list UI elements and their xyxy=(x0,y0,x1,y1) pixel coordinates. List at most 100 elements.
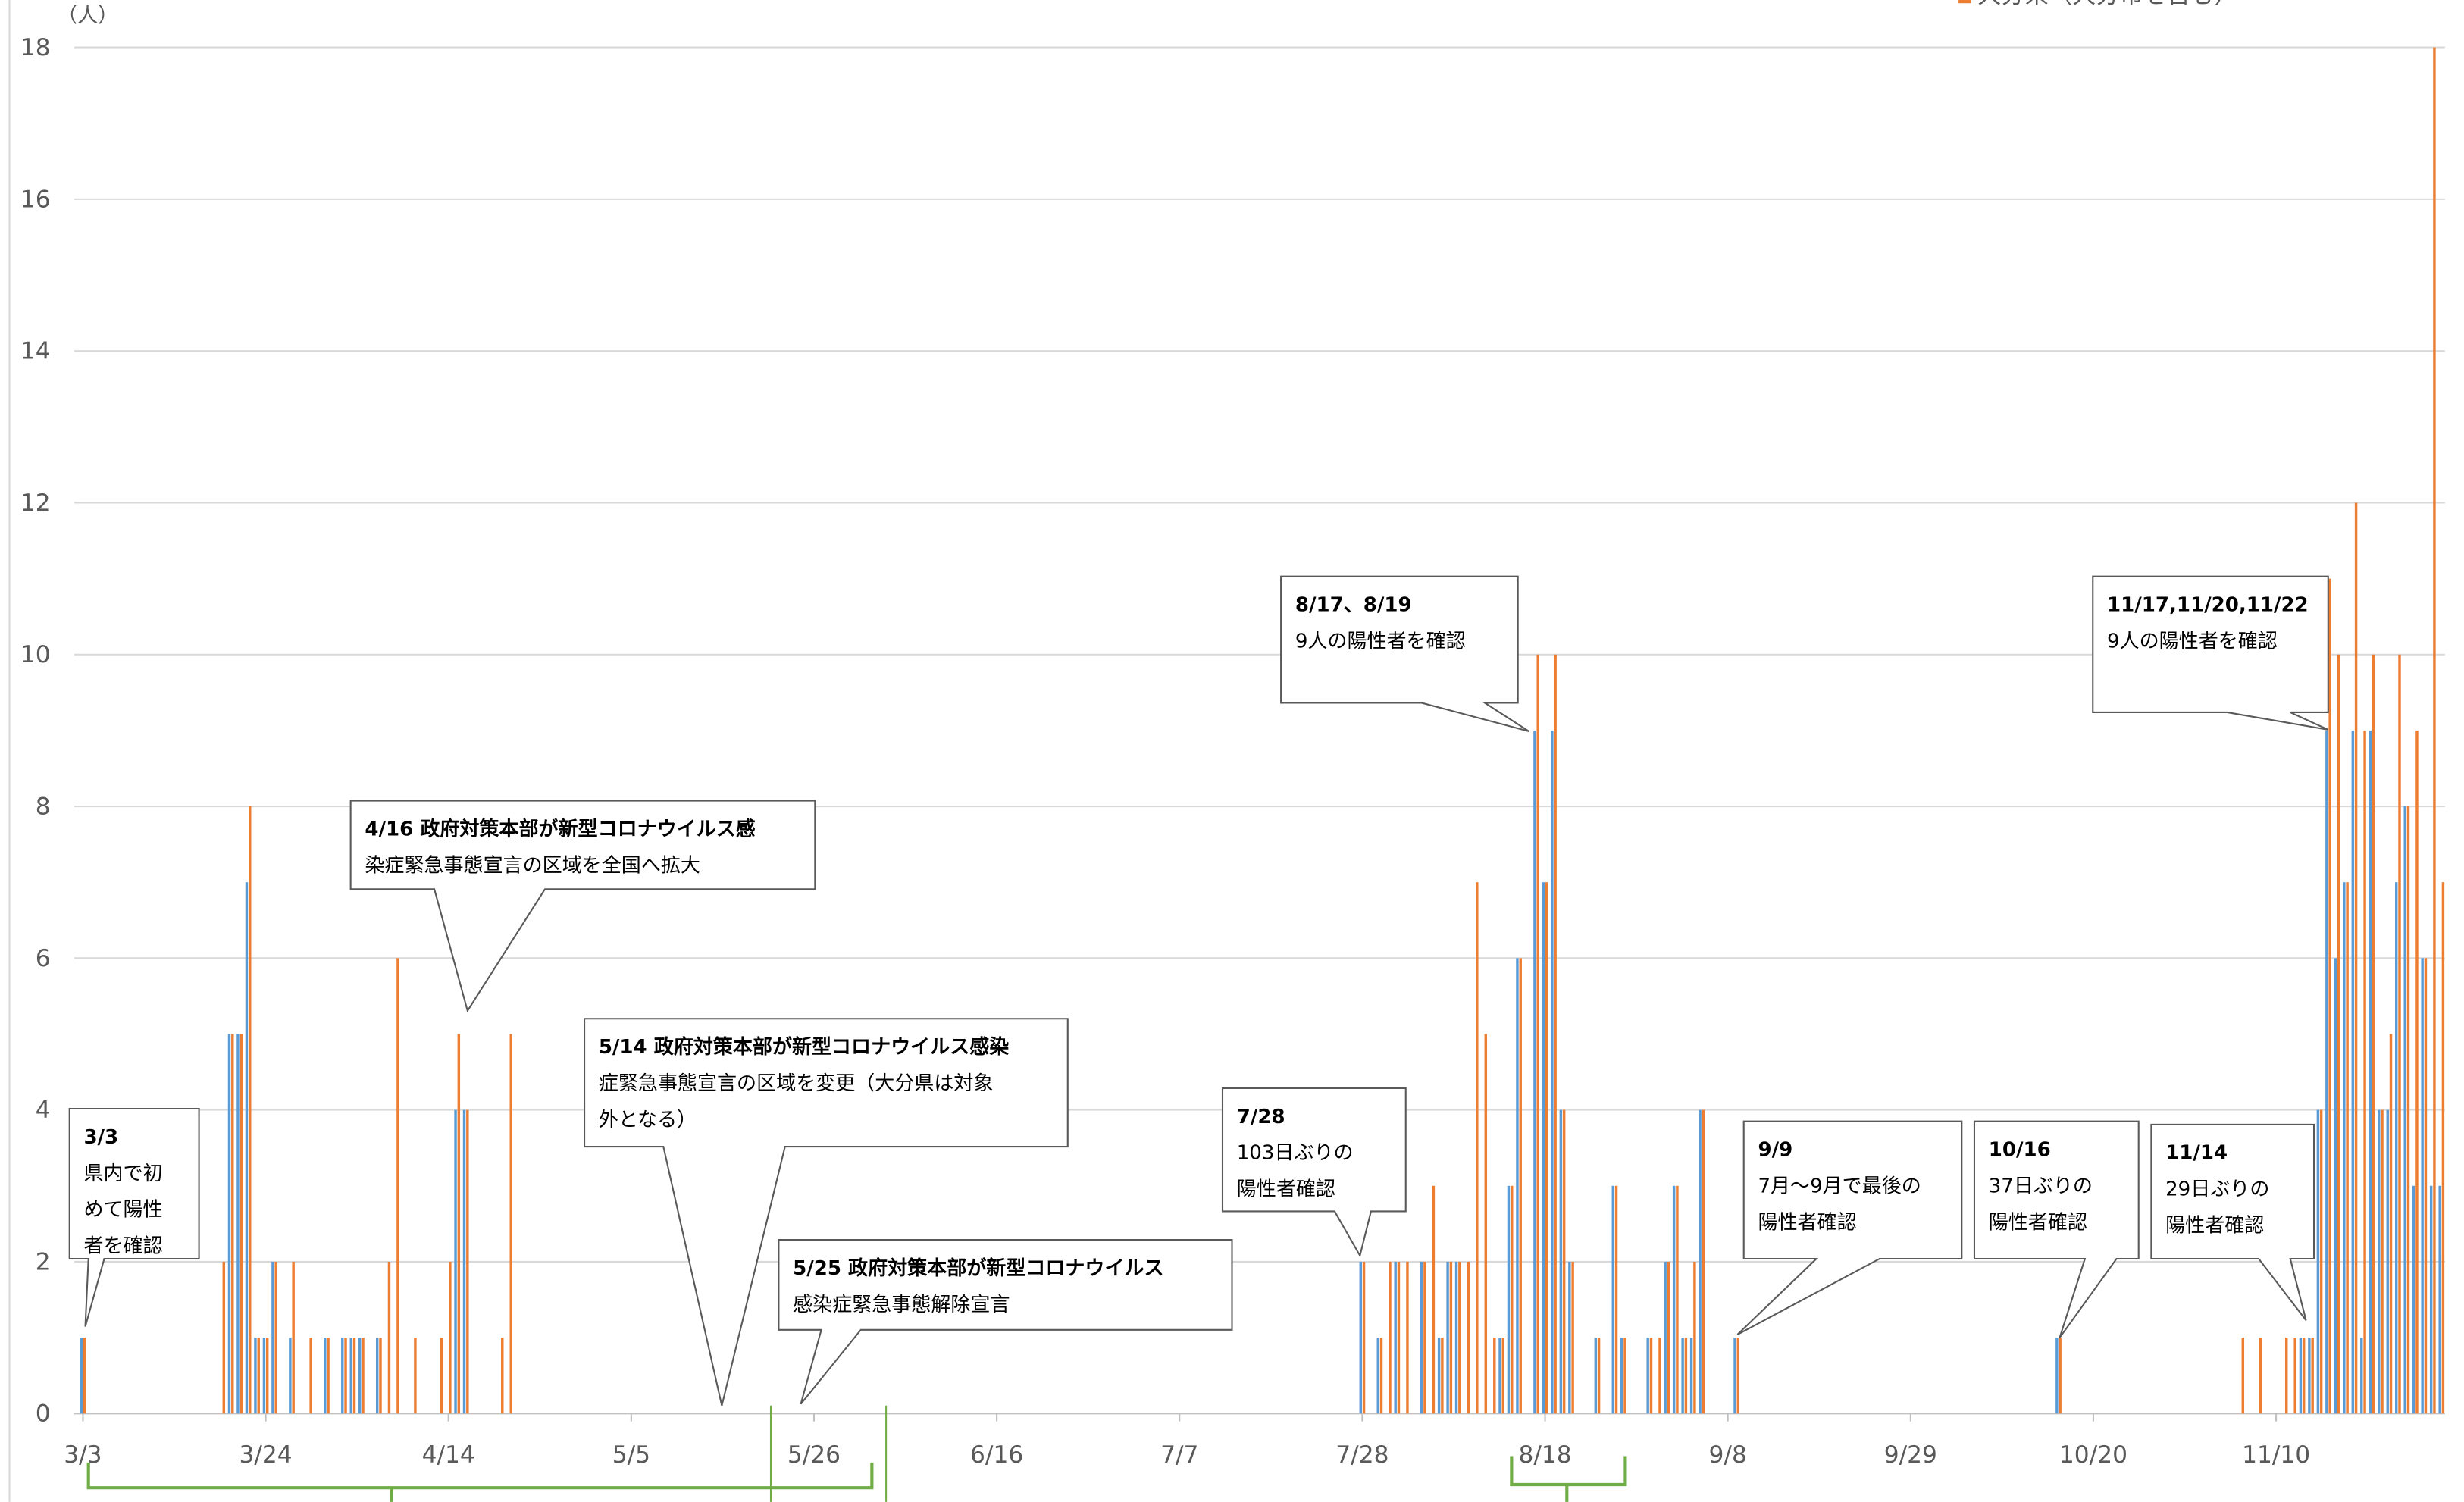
callout xyxy=(1221,1087,1407,1258)
y-tick-label: 6 xyxy=(36,945,51,972)
bar xyxy=(1733,1338,1736,1414)
x-tick-label: 5/5 xyxy=(612,1441,650,1469)
bar xyxy=(2259,1338,2262,1414)
period-brackets xyxy=(86,1405,1627,1502)
bar xyxy=(440,1338,443,1414)
bar xyxy=(236,1034,240,1414)
annotation-text: 5/14 政府対策本部が新型コロナウイルス感染 xyxy=(599,1035,1009,1059)
bar xyxy=(2421,958,2424,1414)
bar xyxy=(1571,1261,1574,1414)
bar xyxy=(1684,1338,1688,1414)
bar xyxy=(1394,1261,1397,1414)
annotation-text: 陽性者確認 xyxy=(1989,1211,2087,1234)
annotation-text: 県内で初 xyxy=(83,1162,162,1185)
bar xyxy=(1594,1338,1598,1414)
y-tick-label: 0 xyxy=(36,1400,51,1428)
bar xyxy=(501,1338,504,1414)
x-tick-label: 3/24 xyxy=(239,1441,292,1469)
bar xyxy=(1423,1261,1426,1414)
bar xyxy=(1681,1338,1684,1414)
annotation-text: 9人の陽性者を確認 xyxy=(1295,630,1466,652)
bar xyxy=(1542,882,1545,1414)
bar xyxy=(1623,1338,1626,1414)
bar xyxy=(2369,730,2372,1414)
bar xyxy=(80,1338,83,1414)
annotation-text: 10/16 xyxy=(1989,1139,2051,1162)
bar xyxy=(271,1261,274,1414)
annotation-text: 陽性者確認 xyxy=(1758,1211,1856,1234)
bar xyxy=(457,1034,461,1414)
bar xyxy=(341,1338,344,1414)
bar xyxy=(375,1338,379,1414)
annotation-text: 陽性者確認 xyxy=(1237,1178,1335,1201)
annotation-text: 7/28 xyxy=(1237,1106,1285,1128)
bar xyxy=(2381,1109,2384,1414)
callout xyxy=(2150,1123,2315,1321)
bar xyxy=(2059,1338,2062,1414)
bar xyxy=(1359,1261,1362,1414)
annotation-text: 11/17,11/20,11/22 xyxy=(2107,594,2309,617)
y-tick-label: 14 xyxy=(20,338,51,365)
bar xyxy=(309,1338,312,1414)
bar xyxy=(1389,1261,1392,1414)
bar xyxy=(2241,1338,2245,1414)
bar xyxy=(1664,1261,1667,1414)
x-tick-label: 8/18 xyxy=(1518,1441,1571,1469)
bar xyxy=(327,1338,330,1414)
callout xyxy=(1973,1120,2140,1338)
bar xyxy=(2346,882,2349,1414)
annotation-text: 3/3 xyxy=(83,1126,118,1149)
bar xyxy=(1545,882,1548,1414)
bar xyxy=(83,1338,86,1414)
bar xyxy=(349,1338,352,1414)
bar xyxy=(1597,1338,1601,1414)
y-tick-label: 8 xyxy=(36,793,51,820)
annotation-text: 症緊急事態宣言の区域を変更（大分県は対象 xyxy=(599,1072,994,1095)
bar xyxy=(2429,1185,2433,1414)
bar xyxy=(2389,1034,2393,1414)
bar xyxy=(1516,958,1519,1414)
y-tick-label: 12 xyxy=(20,490,51,517)
bar xyxy=(292,1261,295,1414)
bar xyxy=(1376,1338,1379,1414)
bar xyxy=(1568,1261,1571,1414)
bar xyxy=(1689,1338,1693,1414)
bar xyxy=(466,1109,469,1414)
legend-label: 大分県（大分市を含む） xyxy=(1977,0,2238,9)
bar xyxy=(227,1034,231,1414)
plot xyxy=(74,46,2445,1422)
bar xyxy=(262,1338,266,1414)
y-unit: （人） xyxy=(57,4,118,27)
annotation-text: 103日ぶりの xyxy=(1237,1142,1354,1165)
bracket xyxy=(86,1462,874,1502)
bar xyxy=(1420,1261,1423,1414)
bar xyxy=(1362,1261,1366,1414)
bar xyxy=(2284,1338,2288,1414)
bar xyxy=(222,1261,226,1414)
bar xyxy=(1676,1185,1679,1414)
bar xyxy=(1501,1338,1504,1414)
annotation-text: 7月～9月で最後の xyxy=(1758,1175,1921,1197)
annotation-text: 9人の陽性者を確認 xyxy=(2107,630,2278,652)
bar xyxy=(1693,1261,1696,1414)
bar xyxy=(2351,730,2355,1414)
bar xyxy=(1476,882,1479,1414)
callout xyxy=(1736,1120,1963,1335)
bar xyxy=(1432,1185,1436,1414)
bar xyxy=(2337,654,2340,1414)
bar xyxy=(1620,1338,1623,1414)
y-tick-label: 2 xyxy=(36,1248,51,1275)
callout xyxy=(778,1238,1233,1405)
callout xyxy=(584,1018,1069,1407)
bar xyxy=(2325,730,2328,1414)
x-tick-label: 9/29 xyxy=(1884,1441,1937,1469)
bar xyxy=(414,1338,417,1414)
bar xyxy=(254,1338,257,1414)
x-tick-label: 7/28 xyxy=(1335,1441,1389,1469)
x-tick-label: 7/7 xyxy=(1160,1441,1198,1469)
bar xyxy=(2403,806,2406,1414)
bar xyxy=(352,1338,356,1414)
bracket xyxy=(1510,1456,1627,1502)
bar xyxy=(1493,1338,1496,1414)
